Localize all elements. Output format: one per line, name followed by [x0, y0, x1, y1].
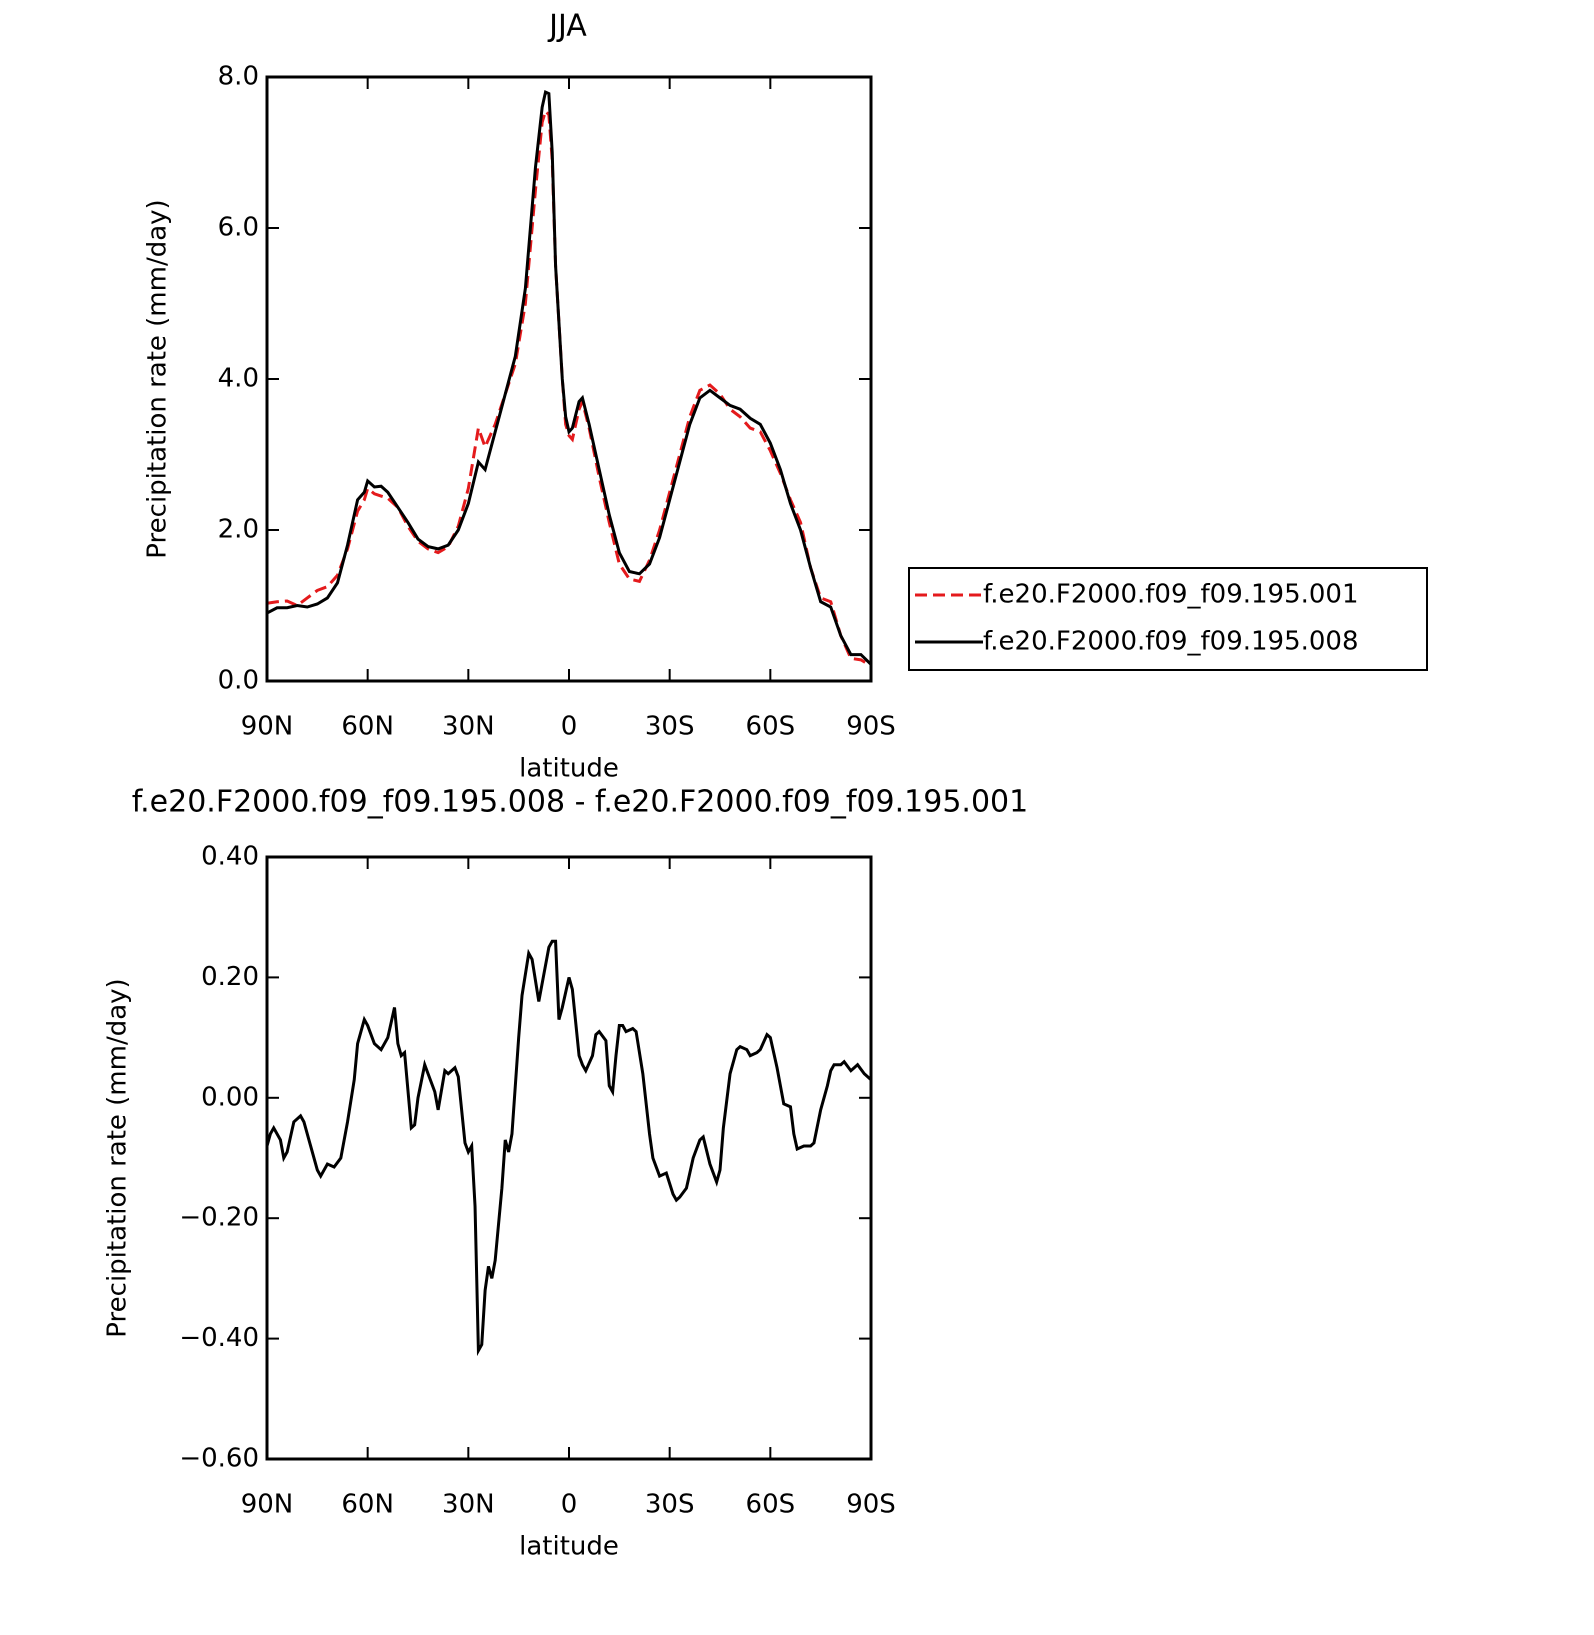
x-tick-label: 0 [561, 1490, 578, 1520]
x-tick-label: 90S [846, 1490, 896, 1520]
y-tick-label: 0.0 [218, 666, 259, 696]
y-tick-label: 0.40 [201, 842, 259, 872]
data-line [266, 89, 873, 666]
y-tick-label: −0.60 [179, 1444, 259, 1474]
x-tick-label: 30N [442, 712, 495, 742]
plot-frame [265, 75, 873, 683]
x-tick-label: 30S [645, 712, 695, 742]
data-line [265, 939, 873, 1357]
y-tick-label: 6.0 [218, 213, 259, 243]
x-axis-label: latitude [519, 754, 619, 784]
data-line [266, 107, 872, 668]
x-tick-label: 90N [241, 1490, 294, 1520]
legend-label: f.e20.F2000.f09_f09.195.001 [983, 580, 1359, 610]
x-axis-label: latitude [519, 1532, 619, 1562]
y-tick-label: −0.40 [179, 1323, 259, 1353]
y-tick-label: −0.20 [179, 1203, 259, 1233]
x-tick-label: 60S [746, 1490, 796, 1520]
y-axis-label: Precipitation rate (mm/day) [103, 978, 133, 1337]
y-tick-label: 0.00 [201, 1082, 259, 1112]
y-tick-label: 2.0 [218, 515, 259, 545]
y-axis-label: Precipitation rate (mm/day) [143, 199, 173, 558]
legend-label: f.e20.F2000.f09_f09.195.008 [983, 627, 1359, 657]
chart-title: JJA [547, 9, 587, 44]
y-tick-label: 8.0 [218, 62, 259, 92]
x-tick-label: 60N [341, 1490, 394, 1520]
legend-box [908, 567, 1428, 671]
y-tick-label: 0.20 [201, 962, 259, 992]
plot-frame [265, 855, 873, 1461]
x-tick-label: 60N [341, 712, 394, 742]
x-tick-label: 60S [746, 712, 796, 742]
x-tick-label: 30S [645, 1490, 695, 1520]
x-tick-label: 0 [561, 712, 578, 742]
x-tick-label: 90N [241, 712, 294, 742]
y-tick-label: 4.0 [218, 364, 259, 394]
chart-title: f.e20.F2000.f09_f09.195.008 - f.e20.F200… [132, 785, 1028, 820]
x-tick-label: 90S [846, 712, 896, 742]
x-tick-label: 30N [442, 1490, 495, 1520]
